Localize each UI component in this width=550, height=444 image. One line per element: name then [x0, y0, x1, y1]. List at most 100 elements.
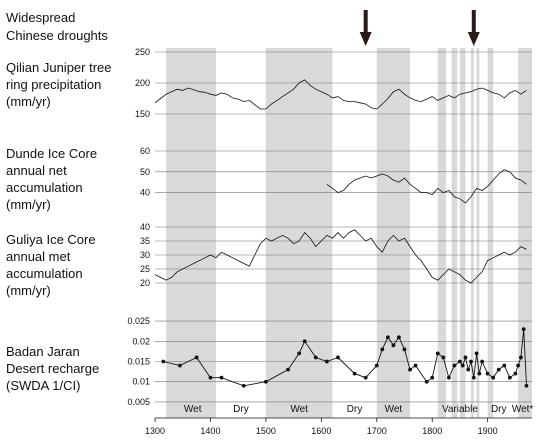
data-point-12 [336, 355, 340, 360]
y-tick-label-panel3-1: 25 [140, 264, 150, 274]
data-point-10 [313, 355, 318, 360]
x-tick-label-3: 1600 [311, 426, 331, 436]
data-point-33 [469, 359, 473, 364]
data-point-45 [519, 355, 523, 360]
era-label-7: Wet* [512, 404, 534, 415]
data-point-6 [263, 379, 268, 384]
data-point-41 [502, 363, 507, 368]
drought-label-line-2: Chinese droughts [6, 28, 108, 43]
data-point-16 [380, 347, 385, 352]
data-point-31 [463, 355, 468, 360]
guliya-label-line-4: (mm/yr) [6, 283, 51, 298]
data-point-17 [385, 335, 390, 340]
data-point-22 [413, 363, 418, 368]
qilian-label-line-1: Qilian Juniper tree [6, 60, 112, 75]
era-label-6: Dry [491, 404, 507, 415]
series-line-panel-2 [326, 169, 527, 204]
badan-label-line-3: (SWDA 1/CI) [6, 378, 80, 393]
y-tick-label-panel4-0: 0.005 [127, 397, 150, 407]
y-tick-label-panel2-2: 60 [140, 146, 150, 156]
wet-band-3 [437, 48, 447, 418]
data-point-23 [424, 379, 429, 384]
guliya-label-line-3: accumulation [6, 266, 83, 281]
y-tick-label-panel3-4: 40 [140, 222, 150, 232]
dunde-label-line-2: annual net [6, 163, 67, 178]
data-point-36 [477, 371, 482, 376]
data-point-46 [521, 327, 526, 332]
x-axis: 1300 1400 1500 1600 1700 1800 1900 [145, 417, 532, 436]
dunde-label-line-3: accumulation [6, 180, 83, 195]
data-point-40 [496, 367, 501, 372]
data-point-47 [524, 383, 529, 388]
data-point-21 [408, 367, 412, 372]
data-point-35 [474, 351, 479, 356]
data-point-13 [352, 371, 357, 376]
qilian-panel-label: Qilian Juniper tree ring precipitation (… [6, 60, 112, 109]
x-tick-label-0: 1300 [145, 426, 165, 436]
data-point-19 [397, 335, 401, 340]
drought-panel-label: Widespread Chinese droughts [6, 10, 108, 43]
badan-panel-label: Badan Jaran Desert recharge (SWDA 1/CI) [6, 344, 99, 393]
data-point-42 [507, 375, 512, 380]
wet-band-1 [265, 48, 333, 418]
data-point-15 [374, 363, 379, 368]
data-point-11 [324, 359, 329, 364]
grid-lines [155, 51, 532, 403]
era-label-1: Dry [233, 404, 249, 415]
era-label-3: Dry [347, 404, 363, 415]
wet-band-7 [476, 48, 480, 418]
dunde-label-line-4: (mm/yr) [6, 197, 51, 212]
data-point-8 [297, 351, 302, 356]
guliya-label-line-1: Guliya Ice Core [6, 232, 96, 247]
data-point-44 [516, 363, 521, 368]
data-point-27 [446, 375, 451, 380]
data-point-7 [286, 367, 290, 372]
wet-band-8 [487, 48, 494, 418]
drought-arrows [359, 10, 480, 46]
series-line-panel-1 [154, 79, 527, 110]
data-point-25 [435, 351, 440, 356]
y-tick-label-panel1-2: 250 [135, 47, 150, 57]
drought-arrow-head-1 [467, 32, 480, 46]
data-point-28 [452, 363, 457, 368]
data-point-26 [441, 355, 446, 360]
badan-label-line-1: Badan Jaran [6, 344, 80, 359]
dunde-label-line-1: Dunde Ice Core [6, 146, 97, 161]
qilian-label-line-2: ring precipitation [6, 77, 101, 92]
x-tick-label-5: 1800 [422, 426, 442, 436]
series-line-panel-3 [154, 229, 527, 284]
era-label-0: Wet [184, 404, 202, 415]
wet-band-9 [518, 48, 532, 418]
data-point-18 [391, 343, 396, 348]
data-point-4 [219, 375, 224, 380]
era-labels: Wet Dry Wet Dry Wet Variable Dry Wet* [184, 404, 534, 415]
data-point-2 [194, 355, 199, 360]
data-series [154, 79, 529, 388]
x-tick-label-6: 1900 [478, 426, 498, 436]
data-point-43 [513, 371, 518, 376]
y-tick-label-panel2-1: 50 [140, 167, 150, 177]
wet-bands [166, 48, 532, 418]
y-tick-label-panel1-1: 200 [135, 78, 150, 88]
wet-band-5 [459, 48, 466, 418]
x-tick-label-1: 1400 [200, 426, 220, 436]
badan-label-line-2: Desert recharge [6, 361, 99, 376]
y-tick-label-panel2-0: 40 [140, 188, 150, 198]
qilian-label-line-3: (mm/yr) [6, 94, 51, 109]
era-label-4: Wet [385, 404, 403, 415]
wet-band-4 [451, 48, 458, 418]
y-tick-label-panel3-2: 30 [140, 250, 150, 260]
data-point-37 [480, 359, 485, 364]
wet-band-0 [166, 48, 216, 418]
data-point-3 [208, 375, 213, 380]
y-tick-label-panel3-3: 35 [140, 236, 150, 246]
data-point-24 [430, 375, 435, 380]
guliya-label-line-2: annual met [6, 249, 71, 264]
drought-label-line-1: Widespread [6, 10, 75, 25]
y-tick-labels: 150 200 250 40 50 60 20 25 30 35 40 0.005 0.01 0.015 0… [127, 47, 150, 407]
data-point-29 [458, 359, 462, 364]
y-tick-label-panel4-3: 0.02 [132, 336, 150, 346]
data-point-30 [460, 363, 465, 368]
data-point-14 [363, 375, 368, 380]
